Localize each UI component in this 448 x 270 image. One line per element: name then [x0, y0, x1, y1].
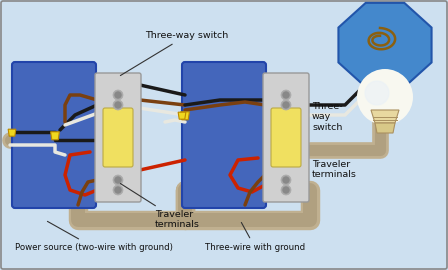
Circle shape [281, 100, 291, 110]
Text: Three-way switch: Three-way switch [121, 31, 228, 76]
Circle shape [113, 90, 123, 100]
Circle shape [357, 69, 413, 125]
Text: Power source (two-wire with ground): Power source (two-wire with ground) [15, 221, 173, 252]
Text: Three-
way
switch: Three- way switch [312, 102, 343, 132]
Polygon shape [371, 110, 399, 123]
Circle shape [115, 102, 121, 108]
Circle shape [115, 177, 121, 183]
Circle shape [281, 175, 291, 185]
Polygon shape [375, 123, 395, 133]
Polygon shape [181, 112, 190, 120]
Circle shape [115, 187, 121, 193]
FancyBboxPatch shape [263, 73, 309, 202]
Polygon shape [51, 132, 60, 140]
Text: Three-wire with ground: Three-wire with ground [205, 222, 305, 252]
Circle shape [281, 185, 291, 195]
Circle shape [113, 175, 123, 185]
FancyBboxPatch shape [12, 62, 96, 208]
Circle shape [113, 185, 123, 195]
FancyBboxPatch shape [182, 62, 266, 208]
FancyBboxPatch shape [95, 73, 141, 202]
Circle shape [113, 100, 123, 110]
Circle shape [283, 187, 289, 193]
Circle shape [365, 81, 389, 105]
Circle shape [283, 177, 289, 183]
Circle shape [115, 92, 121, 98]
Circle shape [283, 102, 289, 108]
Circle shape [281, 90, 291, 100]
Polygon shape [8, 129, 16, 136]
FancyBboxPatch shape [103, 108, 133, 167]
Circle shape [283, 92, 289, 98]
Text: Traveler
terminals: Traveler terminals [121, 184, 200, 230]
Polygon shape [178, 112, 186, 119]
Polygon shape [338, 3, 431, 87]
Text: Traveler
terminals: Traveler terminals [312, 160, 357, 179]
FancyBboxPatch shape [271, 108, 301, 167]
